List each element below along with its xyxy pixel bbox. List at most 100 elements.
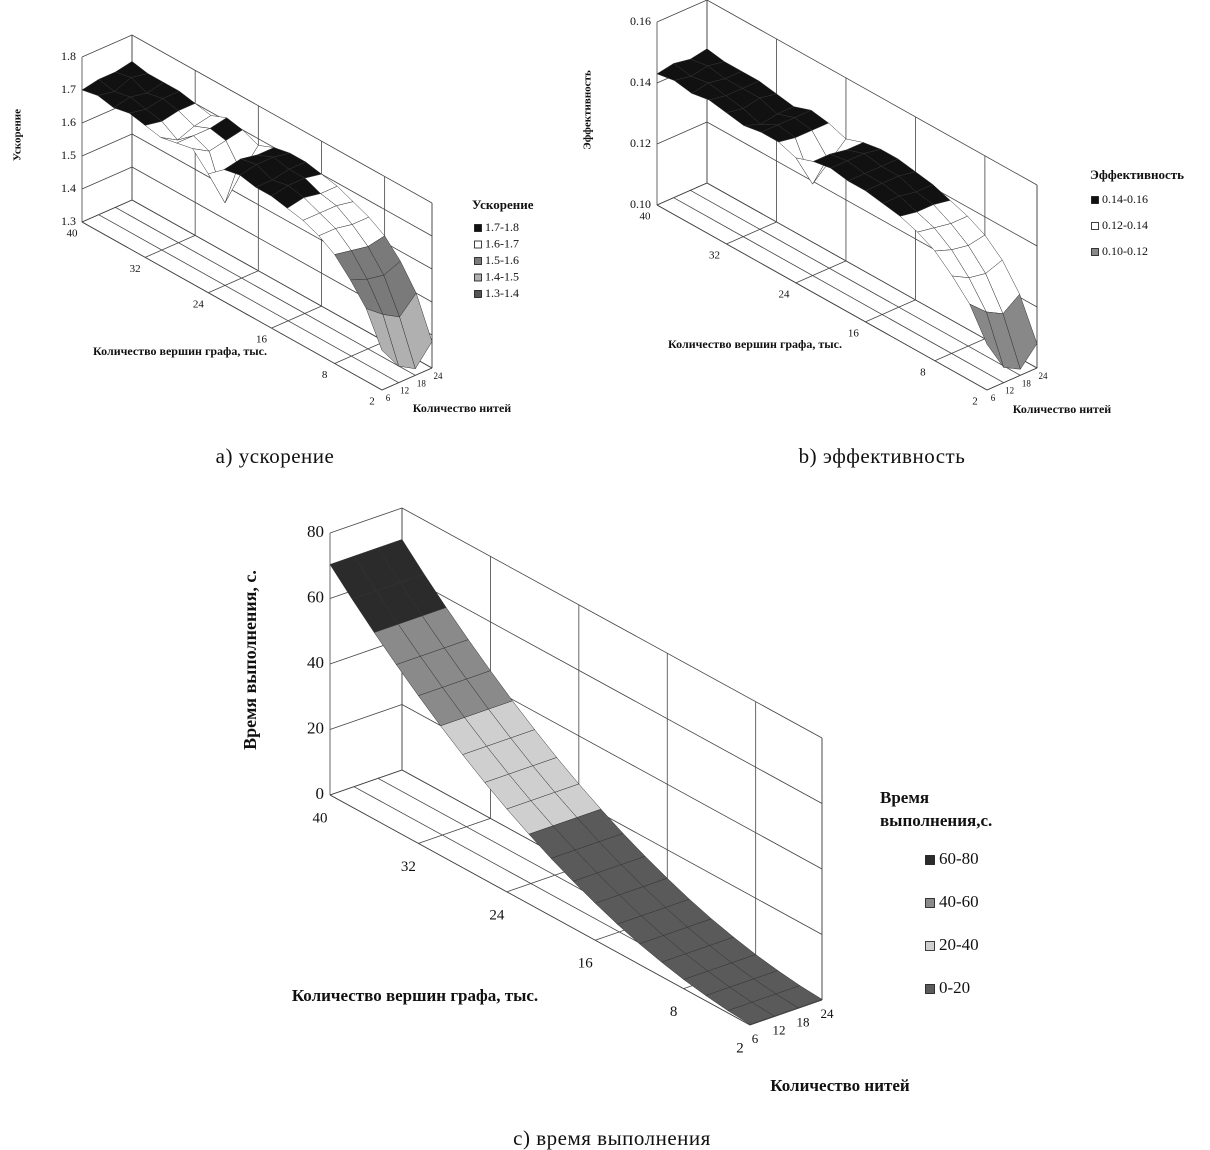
x-tick-label: 16 (848, 327, 860, 339)
z-tick-label: 1.6 (61, 115, 76, 129)
legend-swatch (474, 290, 482, 298)
x-tick-label: 24 (193, 298, 205, 310)
grid-line (329, 507, 403, 534)
surface-cell (365, 308, 400, 367)
y-tick-label: 6 (991, 393, 996, 403)
legend-swatch (474, 257, 482, 265)
legend-swatch (474, 224, 482, 232)
z-tick-label: 0.14 (630, 75, 651, 89)
y-tick-label: 6 (386, 393, 391, 403)
grid-line (381, 367, 433, 391)
y-tick-label: 6 (752, 1031, 759, 1046)
grid-line (401, 507, 823, 739)
x-tick-label: 8 (322, 369, 328, 381)
y-tick-label: 12 (773, 1023, 786, 1038)
x-tick-label: 2 (369, 396, 375, 408)
grid-line (98, 214, 399, 384)
grid-line (208, 270, 259, 294)
grid-line (81, 221, 383, 391)
y-tick-label: 24 (821, 1006, 835, 1021)
x-tick-label: 32 (401, 859, 416, 875)
legend-swatch (925, 898, 935, 908)
legend-swatch (474, 273, 482, 282)
legend-label: 60-80 (939, 849, 979, 868)
grid-line (334, 341, 385, 364)
grid-line (934, 338, 986, 362)
z-tick-label: 1.3 (61, 214, 76, 228)
z-tick-label: 0.10 (630, 197, 651, 211)
grid-line (329, 769, 403, 796)
grid-line (656, 121, 708, 145)
z-axis-title: Время выполнения, с. (240, 570, 260, 750)
z-tick-label: 80 (307, 522, 324, 541)
legend-swatch (1091, 222, 1099, 230)
legend-title: Ускорение (472, 197, 534, 212)
z-axis-title: Ускорение (12, 109, 24, 161)
y-tick-label: 12 (400, 386, 409, 396)
legend-swatch (925, 941, 935, 951)
x-tick-label: 32 (130, 263, 141, 275)
x-tick-label: 16 (256, 334, 268, 346)
x-tick-label: 24 (489, 907, 505, 923)
z-tick-label: 1.4 (61, 181, 76, 195)
y-tick-label: 18 (797, 1014, 810, 1029)
surface-cell (969, 303, 1004, 368)
z-tick-label: 40 (307, 653, 324, 672)
grid-line (865, 299, 916, 323)
x-tick-label: 32 (709, 249, 720, 261)
y-tick-label: 12 (1005, 386, 1014, 396)
grid-line (329, 794, 751, 1026)
legend-swatch (1091, 196, 1099, 204)
grid-line (673, 197, 1004, 384)
grid-line (706, 182, 1038, 369)
grid-line (986, 367, 1038, 391)
x-tick-label: 8 (670, 1004, 678, 1020)
grid-line (81, 34, 133, 58)
legend-title: Эффективность (1090, 167, 1184, 182)
z-tick-label: 0 (316, 784, 325, 803)
grid-line (690, 189, 1021, 376)
x-tick-label: 40 (67, 228, 79, 240)
grid-line (81, 133, 133, 157)
legend-label: 0.12-0.14 (1102, 218, 1148, 232)
legend-label: 1.5-1.6 (485, 253, 519, 267)
x-tick-label: 40 (640, 211, 652, 223)
z-tick-label: 0.16 (630, 14, 651, 28)
legend-label: 40-60 (939, 892, 979, 911)
y-tick-label: 18 (417, 378, 427, 388)
z-tick-label: 1.8 (61, 49, 76, 63)
grid-line (115, 206, 416, 376)
grid-line (418, 818, 491, 844)
legend-swatch (925, 855, 935, 865)
y-tick-label: 24 (1039, 371, 1049, 381)
grid-line (271, 305, 322, 329)
grid-line (656, 204, 988, 391)
legend-label: 0.14-0.16 (1102, 192, 1148, 206)
x-tick-label: 8 (920, 366, 926, 378)
grid-line (81, 166, 133, 190)
x-axis-title: Количество вершин графа, тыс. (292, 986, 538, 1005)
x-tick-label: 16 (578, 956, 594, 972)
legend-label: 0-20 (939, 978, 970, 997)
legend-label: 20-40 (939, 935, 979, 954)
z-tick-label: 0.12 (630, 136, 651, 150)
grid-line (706, 0, 1038, 186)
grid-line (131, 34, 433, 204)
grid-line (726, 221, 777, 245)
legend-swatch (925, 984, 935, 994)
legend-label: 1.3-1.4 (485, 286, 519, 300)
grid-line (401, 573, 823, 804)
z-tick-label: 20 (307, 718, 324, 737)
x-tick-label: 24 (778, 288, 790, 300)
surface-cell (727, 1001, 775, 1025)
grid-line (144, 235, 196, 258)
grid-line (81, 199, 133, 223)
x-axis-title: Количество вершин графа, тыс. (93, 344, 267, 358)
legend-swatch (1091, 248, 1099, 256)
y-axis-title: Количество нитей (770, 1076, 910, 1095)
caption: c) время выполнения (513, 1126, 711, 1150)
z-axis-title: Эффективность (582, 70, 594, 150)
grid-line (795, 260, 847, 284)
